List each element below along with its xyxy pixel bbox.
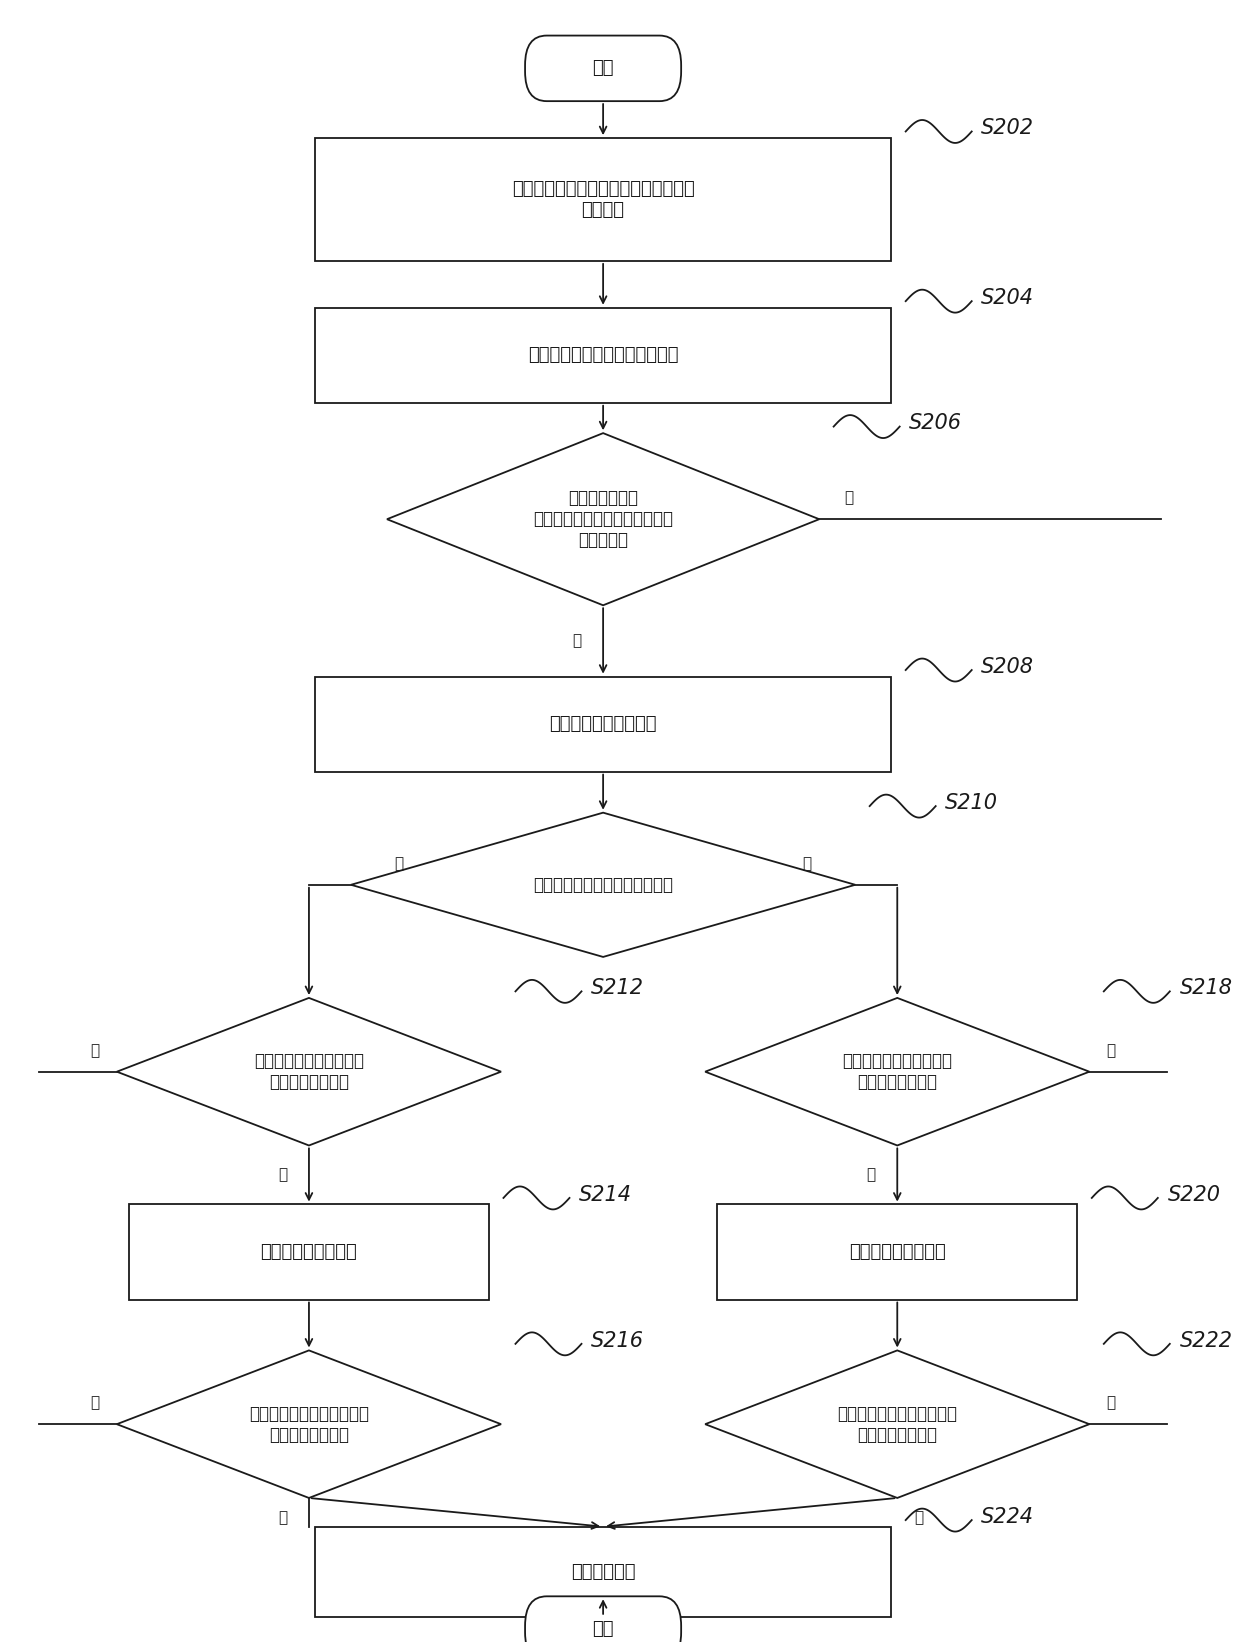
Polygon shape — [117, 999, 501, 1145]
FancyBboxPatch shape — [315, 1527, 892, 1617]
Text: S216: S216 — [591, 1331, 644, 1351]
FancyBboxPatch shape — [315, 676, 892, 772]
FancyBboxPatch shape — [525, 1596, 681, 1645]
FancyBboxPatch shape — [129, 1204, 489, 1300]
FancyBboxPatch shape — [717, 1204, 1078, 1300]
Polygon shape — [117, 1351, 501, 1499]
Text: 计算第一速度与第二速度的差値: 计算第一速度与第二速度的差値 — [528, 345, 678, 364]
Text: 否: 否 — [91, 1395, 99, 1410]
Text: 是: 是 — [867, 1168, 875, 1183]
Text: S220: S220 — [1167, 1184, 1220, 1204]
Text: S214: S214 — [579, 1184, 632, 1204]
Text: 判断第一速度与
第二速度的差値的绝对値是否大
于预设阈値: 判断第一速度与 第二速度的差値的绝对値是否大 于预设阈値 — [533, 490, 673, 549]
Text: 判断转向灯中第二转向灯
是否处于关闭状态: 判断转向灯中第二转向灯 是否处于关闭状态 — [842, 1053, 952, 1091]
Text: S224: S224 — [981, 1507, 1034, 1527]
Text: 判断转向灯中的第二转向灯
是否处于开启状态: 判断转向灯中的第二转向灯 是否处于开启状态 — [249, 1405, 370, 1444]
Text: 控制第一转向灯开启: 控制第一转向灯开启 — [260, 1244, 357, 1262]
Polygon shape — [706, 999, 1090, 1145]
Text: S202: S202 — [981, 118, 1034, 138]
Text: 控制第二转向灯开启: 控制第二转向灯开启 — [849, 1244, 946, 1262]
Text: 否: 否 — [1106, 1043, 1116, 1058]
Text: 是: 是 — [278, 1510, 288, 1525]
Text: 判断第一速度是否小于第二速度: 判断第一速度是否小于第二速度 — [533, 875, 673, 893]
Text: S210: S210 — [945, 793, 998, 813]
Text: 开始: 开始 — [593, 59, 614, 77]
Polygon shape — [387, 433, 820, 605]
Text: S204: S204 — [981, 288, 1034, 308]
Text: 是: 是 — [394, 855, 403, 870]
Text: 否: 否 — [844, 490, 854, 505]
Text: S212: S212 — [591, 979, 644, 999]
Text: 获取转向灯的工作状态: 获取转向灯的工作状态 — [549, 716, 657, 734]
Text: S218: S218 — [1179, 979, 1233, 999]
Text: 否: 否 — [802, 855, 812, 870]
Text: 发出报警信息: 发出报警信息 — [570, 1563, 635, 1581]
FancyBboxPatch shape — [315, 138, 892, 262]
Text: 结束: 结束 — [593, 1620, 614, 1638]
Text: 是: 是 — [278, 1168, 288, 1183]
Text: S206: S206 — [909, 413, 962, 433]
Text: 是: 是 — [572, 633, 582, 648]
Text: S208: S208 — [981, 656, 1034, 676]
Polygon shape — [351, 813, 856, 957]
Text: 获取第一车轮的第一速度和第二车轮的
第二速度: 获取第一车轮的第一速度和第二车轮的 第二速度 — [512, 179, 694, 219]
FancyBboxPatch shape — [315, 308, 892, 403]
FancyBboxPatch shape — [525, 36, 681, 100]
Text: S222: S222 — [1179, 1331, 1233, 1351]
Text: 否: 否 — [1106, 1395, 1116, 1410]
Text: 是: 是 — [914, 1510, 924, 1525]
Text: 否: 否 — [91, 1043, 99, 1058]
Polygon shape — [706, 1351, 1090, 1499]
Text: 判断转向灯中的第一转向灯
是否处于开启状态: 判断转向灯中的第一转向灯 是否处于开启状态 — [837, 1405, 957, 1444]
Text: 判断转向灯中第一转向灯
是否处于关闭状态: 判断转向灯中第一转向灯 是否处于关闭状态 — [254, 1053, 365, 1091]
